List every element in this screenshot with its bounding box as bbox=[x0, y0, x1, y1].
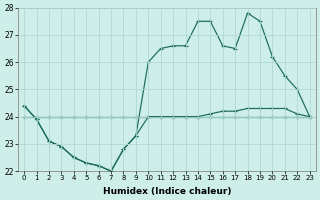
X-axis label: Humidex (Indice chaleur): Humidex (Indice chaleur) bbox=[103, 187, 231, 196]
